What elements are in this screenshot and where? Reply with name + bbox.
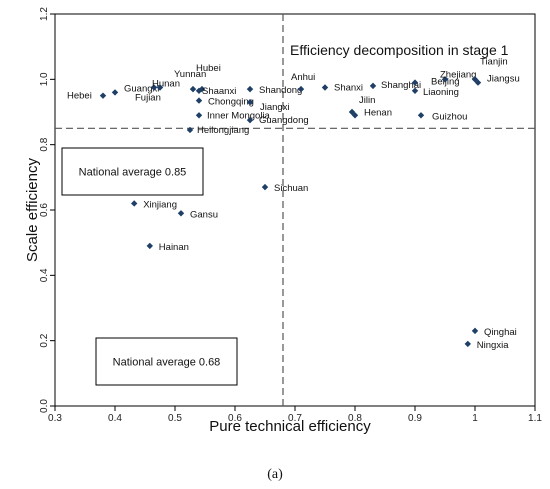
- annotation-boxes: National average 0.85 National average 0.…: [61, 147, 238, 386]
- data-label-hebei: Hebei: [67, 91, 92, 102]
- reference-lines: [55, 14, 535, 406]
- data-point-shanxi: [321, 84, 329, 91]
- x-tick-label: 0.3: [48, 413, 62, 424]
- data-point-guizhou: [417, 112, 425, 119]
- data-point-hubei: [198, 85, 206, 93]
- average-box: [95, 337, 238, 386]
- data-label-guangdong: Guangdong: [259, 115, 309, 126]
- x-tick-label: 0.6: [228, 413, 242, 424]
- data-point-inner-mongolia: [195, 112, 203, 119]
- average-box-label: National average 0.68: [113, 357, 221, 369]
- data-point-xinjiang: [131, 200, 138, 207]
- data-point-heilongjiang: [186, 126, 194, 134]
- data-label-jiangsu: Jiangsu: [487, 74, 520, 85]
- y-tick-label: 1.0: [39, 72, 50, 86]
- figure-caption: (a): [267, 467, 283, 482]
- data-label-zhejiang: Zhejiang: [440, 69, 476, 80]
- data-point-sichuan: [261, 183, 269, 191]
- chart-annotation: Efficiency decomposition in stage 1: [290, 42, 509, 58]
- data-point-guangxi: [111, 89, 119, 96]
- x-axis-title: Pure technical efficiency: [209, 418, 371, 435]
- y-axis-title: Scale efficiency: [24, 158, 41, 262]
- data-label-liaoning: Liaoning: [423, 87, 459, 98]
- data-label-tianjin: Tianjin: [480, 56, 508, 67]
- data-point-guangdong: [246, 116, 254, 124]
- data-label-jiangxi: Jiangxi: [260, 102, 290, 113]
- data-point-hebei: [99, 92, 107, 99]
- data-label-hainan: Hainan: [159, 242, 189, 253]
- data-label-xinjiang: Xinjiang: [143, 199, 177, 210]
- data-point-liaoning: [411, 87, 419, 94]
- data-label-chongqing: Chongqing: [208, 97, 254, 108]
- data-label-shandong: Shandong: [259, 85, 302, 96]
- data-label-ningxia: Ningxia: [477, 340, 509, 351]
- x-tick-label: 0.5: [168, 413, 182, 424]
- data-point-shaanxi: [195, 87, 203, 94]
- data-label-henan: Henan: [364, 107, 392, 118]
- data-point-shandong: [246, 85, 254, 93]
- data-label-jilin: Jilin: [359, 95, 375, 106]
- data-label-hunan: Hunan: [152, 79, 180, 90]
- data-point-jiangxi: [246, 99, 254, 106]
- ticks-layer: 0.3 0.4 0.5 0.6 0.7 0.8 0.9 1 1.1 0.0 0.2 0.4 0.6 0.8…: [39, 7, 542, 424]
- average-box-label: National average 0.85: [79, 167, 187, 179]
- y-tick-label: 0.6: [39, 203, 50, 217]
- x-tick-label: 1.1: [528, 413, 542, 424]
- data-point-chongqing: [195, 97, 203, 104]
- data-point-hunan: [150, 84, 158, 91]
- x-tick-label: 0.8: [348, 413, 362, 424]
- y-tick-label: 0.0: [39, 399, 50, 413]
- data-point-ningxia: [464, 340, 471, 348]
- data-label-gansu: Gansu: [190, 209, 218, 220]
- data-label-guizhou: Guizhou: [432, 111, 467, 122]
- data-label-anhui: Anhui: [291, 72, 315, 83]
- data-point-gansu: [177, 210, 185, 217]
- data-point-qinghai: [471, 327, 479, 335]
- y-tick-label: 0.2: [39, 333, 50, 347]
- y-tick-label: 0.4: [39, 268, 50, 282]
- data-label-inner-mongolia: Inner Mongolia: [207, 110, 271, 121]
- data-point-zhejiang: [441, 76, 449, 83]
- x-tick-label: 1: [472, 413, 478, 424]
- data-label-yunnan: Yunnan: [174, 69, 206, 80]
- data-label-fujian: Fujian: [135, 93, 161, 104]
- data-point-fujian: [156, 84, 164, 91]
- data-label-heilongjiang: Heilongjiang: [197, 125, 249, 136]
- x-tick-label: 0.7: [288, 413, 302, 424]
- x-tick-label: 0.4: [108, 413, 122, 424]
- data-point-henan: [351, 112, 359, 119]
- data-label-hubei: Hubei: [196, 63, 221, 74]
- y-tick-label: 1.2: [39, 7, 50, 21]
- data-label-guangxi: Guangxi: [124, 83, 159, 94]
- average-box: [61, 147, 204, 196]
- data-label-sichuan: Sichuan: [274, 183, 308, 194]
- data-point-shanghai: [369, 82, 377, 90]
- data-label-shaanxi: Shaanxi: [202, 86, 236, 97]
- y-tick-label: 0.8: [39, 137, 50, 151]
- x-tick-label: 0.9: [408, 413, 422, 424]
- data-label-shanghai: Shanghai: [381, 80, 421, 91]
- data-point-beijing: [411, 79, 419, 86]
- data-point-yunnan: [189, 85, 197, 93]
- data-point-jiangsu: [474, 79, 482, 86]
- data-point-anhui: [297, 85, 305, 93]
- data-point-hainan: [146, 242, 153, 250]
- data-label-shanxi: Shanxi: [334, 83, 363, 94]
- data-label-qinghai: Qinghai: [484, 327, 517, 338]
